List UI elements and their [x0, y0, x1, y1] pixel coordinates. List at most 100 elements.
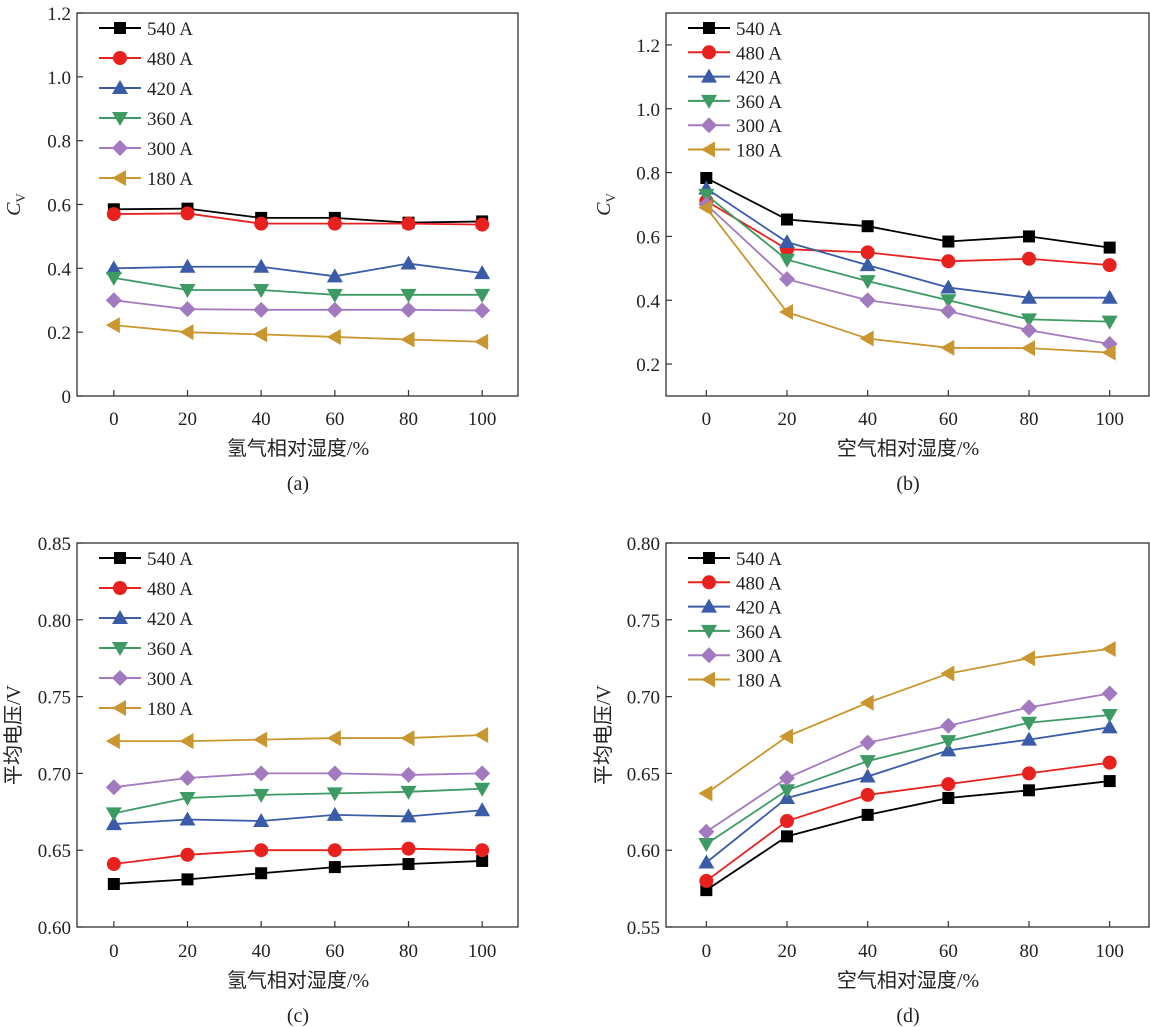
- plot-frame: [665, 542, 1150, 928]
- y-tick-label: 0.4: [636, 291, 660, 312]
- data-point: [253, 731, 268, 748]
- series-300a: [698, 685, 1118, 840]
- y-tick-label: 0.65: [627, 764, 660, 785]
- data-point: [1022, 766, 1036, 781]
- data-point: [940, 717, 957, 734]
- data-point: [179, 770, 196, 787]
- data-point: [326, 787, 343, 802]
- legend-item: 480 A: [688, 43, 782, 64]
- data-point: [859, 755, 876, 770]
- data-point: [400, 785, 417, 800]
- data-point: [1101, 640, 1116, 657]
- data-point: [105, 733, 120, 750]
- y-tick-label: 0.6: [47, 196, 71, 217]
- y-tick-label: 1.2: [47, 4, 71, 25]
- data-point: [253, 813, 270, 828]
- data-point: [400, 766, 417, 783]
- legend: 540 A 480 A 420 A 360 A 300 A 180 A: [99, 549, 193, 720]
- y-tick-label: 1.2: [636, 36, 660, 57]
- data-point: [401, 841, 416, 856]
- data-point: [859, 292, 876, 309]
- legend-marker: [113, 51, 127, 65]
- data-point: [779, 784, 795, 799]
- series-line: [113, 772, 483, 789]
- series-line: [705, 187, 1110, 299]
- data-point: [474, 802, 491, 817]
- data-point: [698, 785, 713, 802]
- series-420a: [105, 255, 491, 283]
- data-point: [779, 234, 795, 249]
- series-180a: [698, 640, 1116, 802]
- x-tick-label: 80: [399, 941, 418, 962]
- y-tick-label: 0.85: [38, 534, 71, 555]
- data-point: [699, 873, 714, 888]
- data-point: [105, 807, 122, 822]
- panel-caption: (c): [287, 1005, 309, 1027]
- x-tick-label: 100: [1095, 941, 1124, 962]
- data-point: [253, 258, 270, 273]
- data-point: [1101, 719, 1118, 734]
- y-tick-label: 0.80: [627, 534, 660, 555]
- data-point: [179, 301, 196, 318]
- data-point: [780, 814, 794, 829]
- x-axis-label: 氢气相对湿度/%: [227, 969, 369, 992]
- legend-item: 300 A: [688, 116, 782, 137]
- series-420a: [698, 719, 1118, 869]
- legend-item: 300 A: [99, 139, 193, 160]
- data-point: [1101, 344, 1116, 361]
- x-tick-label: 20: [778, 409, 797, 430]
- legend-item: 360 A: [688, 92, 782, 113]
- data-point: [105, 260, 122, 275]
- data-point: [105, 779, 122, 796]
- x-axis-label: 氢气相对湿度/%: [227, 437, 369, 460]
- panel-d: 0.55 0.60 0.65 0.70 0.75 0.80 0 20 40 60 80 100 空气相对…: [592, 534, 1150, 1027]
- series-420a: [698, 180, 1118, 304]
- x-tick-label: 100: [468, 941, 497, 962]
- series-540a: [700, 172, 1116, 254]
- data-point: [402, 858, 415, 871]
- data-point: [253, 284, 270, 299]
- series-300a: [698, 196, 1118, 352]
- x-tick-label: 40: [252, 941, 271, 962]
- y-tick-label: 0.70: [38, 764, 71, 785]
- legend-marker: [112, 610, 128, 624]
- data-point: [1101, 289, 1118, 304]
- panel-c: 0.60 0.65 0.70 0.75 0.80 0.85 0 20 40 60 80 100 氢气相对…: [2, 534, 519, 1027]
- x-tick-label: 100: [1095, 409, 1124, 430]
- legend-label: 480 A: [147, 49, 193, 70]
- series-line: [705, 714, 1110, 845]
- y-tick-label: 0.4: [47, 259, 71, 280]
- data-point: [859, 768, 876, 783]
- legend-item: 180 A: [99, 699, 193, 720]
- y-tick-label: 0.2: [636, 355, 660, 376]
- data-point: [400, 255, 417, 270]
- x-tick-label: 80: [1020, 941, 1039, 962]
- data-point: [779, 253, 795, 268]
- legend-label: 360 A: [147, 109, 193, 130]
- data-point: [180, 847, 195, 862]
- data-point: [859, 275, 876, 290]
- legend-label: 420 A: [736, 598, 782, 619]
- data-point: [400, 301, 417, 318]
- legend-item: 300 A: [688, 646, 782, 667]
- data-point: [941, 777, 956, 792]
- data-point: [1021, 731, 1037, 746]
- series-line: [705, 200, 1110, 267]
- data-point: [253, 301, 270, 318]
- data-point: [940, 735, 957, 750]
- data-point: [940, 294, 957, 309]
- legend-marker: [114, 22, 126, 34]
- legend-item: 420 A: [99, 609, 193, 630]
- data-point: [106, 207, 121, 222]
- panel-a: 0 0.2 0.4 0.6 0.8 1.0 1.2 0 20 40 60 80 100 氢气相对湿度/% (…: [3, 4, 519, 495]
- legend-item: 180 A: [99, 169, 193, 190]
- data-point: [105, 317, 120, 334]
- data-point: [940, 742, 957, 757]
- data-point: [1023, 230, 1035, 243]
- legend-marker: [112, 670, 128, 686]
- data-point: [700, 172, 713, 185]
- data-point: [105, 271, 122, 286]
- y-axis-label: CV: [593, 193, 618, 216]
- legend-item: 180 A: [688, 141, 782, 162]
- data-point: [254, 843, 269, 858]
